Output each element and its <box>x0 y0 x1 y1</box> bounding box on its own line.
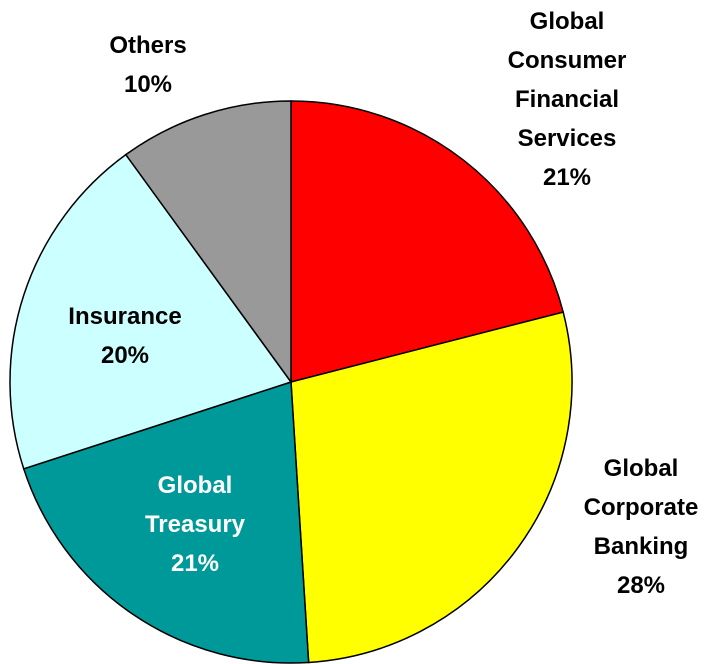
value-label: 10% <box>123 71 173 98</box>
pie-slice <box>290 100 565 383</box>
value-label: 21% <box>542 164 592 191</box>
category-label: Global Corporate Banking <box>583 455 699 560</box>
slice-label: Insurance 20% <box>35 297 215 375</box>
pie-slice <box>124 100 292 385</box>
pie-slice <box>22 380 310 664</box>
slice-label: Global Treasury 21% <box>120 466 270 583</box>
value-label: 21% <box>170 550 220 577</box>
value-label: 20% <box>100 342 150 369</box>
slice-label: Global Consumer Financial Services 21% <box>492 2 642 197</box>
value-label: 28% <box>616 572 666 599</box>
pie-slice <box>9 153 293 470</box>
category-label: Global Treasury <box>144 472 246 538</box>
slice-label: Global Corporate Banking 28% <box>561 449 717 605</box>
category-label: Global Consumer Financial Services <box>507 8 627 152</box>
category-label: Others <box>109 32 187 59</box>
category-label: Insurance <box>68 303 182 330</box>
slice-label: Others 10% <box>73 26 223 104</box>
pie-slice <box>290 311 573 664</box>
